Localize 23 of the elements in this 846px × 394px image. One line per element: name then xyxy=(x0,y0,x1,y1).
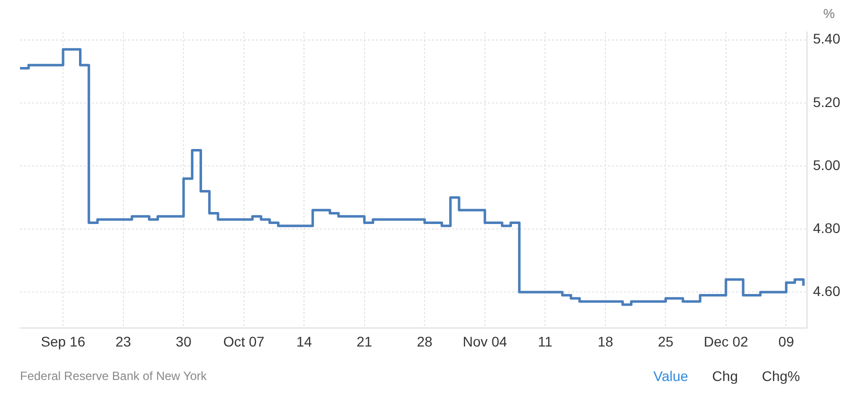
x-tick-label: 25 xyxy=(658,333,674,350)
y-tick-label: 5.40 xyxy=(813,30,840,47)
y-tick-label: 4.60 xyxy=(813,282,840,299)
x-tick-label: 11 xyxy=(538,333,553,350)
x-tick-label: 21 xyxy=(356,333,372,350)
text: Chg% xyxy=(760,367,801,386)
x-tick-label: Oct 07 xyxy=(223,333,265,350)
x-tick-label: Sep 16 xyxy=(40,333,86,350)
x-tick-label: 28 xyxy=(416,333,433,350)
y-axis-title: % xyxy=(823,6,836,21)
x-tick-label: 18 xyxy=(598,333,614,350)
y-tick-label: 5.00 xyxy=(813,156,840,173)
text: Federal Reserve Bank of New York xyxy=(20,369,208,383)
x-tick-label: Dec 02 xyxy=(704,333,748,350)
y-tick-label: 4.80 xyxy=(813,220,840,236)
x-tick-label: 14 xyxy=(296,333,312,350)
y-tick-label: 5.20 xyxy=(813,94,840,110)
text: Chg xyxy=(711,367,739,386)
x-tick-label: Nov 04 xyxy=(462,333,508,350)
x-tick-label: 30 xyxy=(176,333,192,350)
x-tick-label: 09 xyxy=(778,333,794,350)
x-tick-label: 23 xyxy=(116,333,132,350)
text: Value xyxy=(652,367,690,386)
